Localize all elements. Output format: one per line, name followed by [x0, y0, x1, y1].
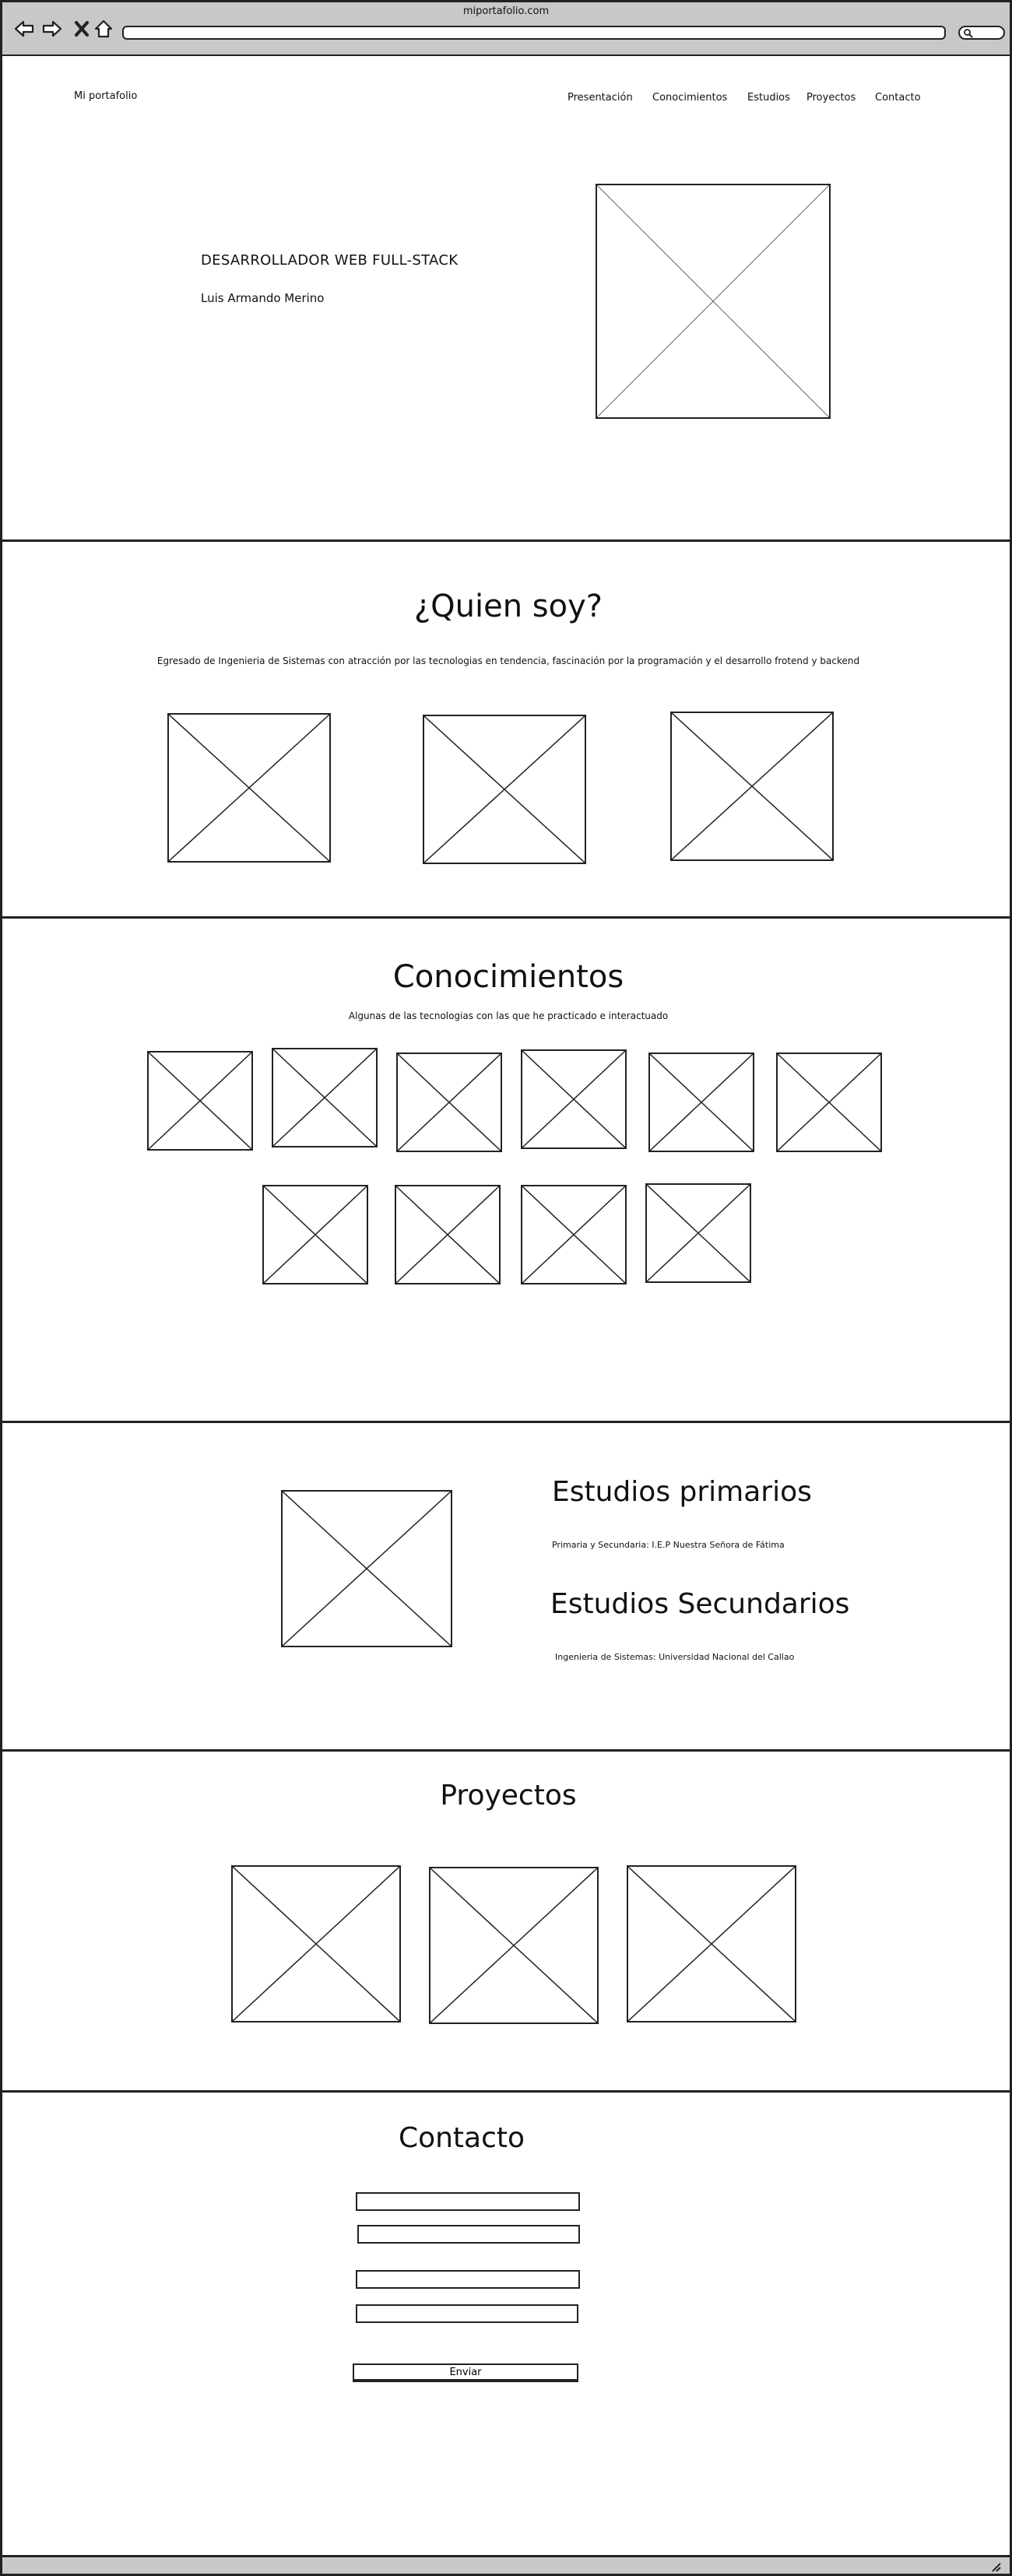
resize-handle-icon[interactable] — [989, 2560, 1002, 2573]
about-title: ¿Quien soy? — [413, 589, 603, 624]
nav-link-conocimientos[interactable]: Conocimientos — [652, 92, 728, 104]
browser-status-bar — [0, 2555, 1012, 2576]
skills-section: Conocimientos Algunas de las tecnologias… — [2, 919, 1012, 1423]
page-frame: Mi portafolio Presentación Conocimientos… — [0, 56, 1012, 2555]
primary-studies-text: Primaria y Secundaria: I.E.P Nuestra Señ… — [552, 1540, 785, 1550]
project-image-placeholder[interactable] — [627, 1865, 796, 2022]
brand-logo[interactable]: Mi portafolio — [74, 90, 138, 102]
skills-subtitle: Algunas de las tecnologias con las que h… — [348, 1010, 669, 1021]
forward-icon[interactable] — [41, 18, 63, 40]
skill-logo-placeholder — [395, 1185, 501, 1284]
primary-studies-title: Estudios primarios — [552, 1476, 812, 1508]
secondary-studies-text: Ingenieria de Sistemas: Universidad Naci… — [555, 1652, 795, 1662]
studies-section: Estudios primarios Primaria y Secundaria… — [2, 1423, 1012, 1752]
home-icon[interactable] — [93, 18, 114, 40]
browser-search-input[interactable] — [958, 26, 1005, 40]
contact-message-input[interactable] — [356, 2304, 578, 2323]
close-icon[interactable] — [71, 18, 93, 40]
hero-role: DESARROLLADOR WEB FULL-STACK — [201, 252, 459, 269]
contact-section: Contacto Enviar — [2, 2093, 1012, 2555]
skill-logo-placeholder — [521, 1185, 627, 1284]
project-image-placeholder[interactable] — [231, 1865, 401, 2022]
back-icon[interactable] — [13, 18, 35, 40]
nav-link-presentacion[interactable]: Presentación — [567, 92, 633, 104]
contact-subject-input[interactable] — [356, 2270, 580, 2289]
studies-image-placeholder — [281, 1490, 452, 1647]
skill-logo-placeholder — [521, 1049, 627, 1149]
hero-name: Luis Armando Merino — [201, 291, 325, 305]
send-button[interactable]: Enviar — [353, 2363, 578, 2382]
hero-section: Mi portafolio Presentación Conocimientos… — [2, 56, 1012, 542]
skills-title: Conocimientos — [392, 959, 624, 995]
skill-logo-placeholder — [262, 1185, 368, 1284]
url-bar[interactable] — [122, 26, 946, 40]
project-image-placeholder[interactable] — [429, 1867, 599, 2024]
skill-logo-placeholder — [272, 1048, 378, 1147]
browser-title: miportafolio.com — [462, 5, 550, 17]
skill-logo-placeholder — [776, 1053, 882, 1152]
secondary-studies-title: Estudios Secundarios — [550, 1588, 850, 1620]
projects-title: Proyectos — [440, 1780, 577, 1812]
browser-chrome: miportafolio.com — [0, 0, 1012, 56]
skill-logo-placeholder — [396, 1053, 502, 1152]
contact-name-input[interactable] — [356, 2192, 580, 2211]
hero-image-placeholder — [596, 184, 831, 419]
about-image-placeholder — [167, 713, 331, 863]
nav-link-contacto[interactable]: Contacto — [875, 92, 921, 104]
contact-email-input[interactable] — [357, 2225, 580, 2244]
contact-title: Contacto — [398, 2122, 525, 2154]
about-image-placeholder — [670, 712, 834, 861]
search-icon — [964, 29, 973, 38]
skill-logo-placeholder — [645, 1183, 751, 1283]
skill-logo-placeholder — [648, 1053, 754, 1152]
nav-link-proyectos[interactable]: Proyectos — [806, 92, 856, 104]
projects-section: Proyectos — [2, 1752, 1012, 2093]
about-image-placeholder — [423, 715, 586, 864]
nav-link-estudios[interactable]: Estudios — [747, 92, 790, 104]
skill-logo-placeholder — [147, 1051, 253, 1151]
about-description: Egresado de Ingenieria de Sistemas con a… — [156, 655, 860, 666]
about-section: ¿Quien soy? Egresado de Ingenieria de Si… — [2, 542, 1012, 919]
